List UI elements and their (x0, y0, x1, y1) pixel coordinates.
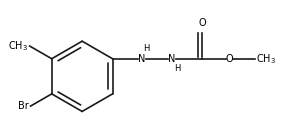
Text: N: N (138, 54, 146, 64)
Text: CH$_3$: CH$_3$ (256, 52, 276, 66)
Text: O: O (199, 18, 206, 27)
Text: CH$_3$: CH$_3$ (8, 39, 28, 53)
Text: H: H (174, 64, 180, 73)
Text: Br: Br (18, 101, 29, 111)
Text: O: O (225, 54, 233, 64)
Text: N: N (168, 54, 176, 64)
Text: H: H (144, 44, 150, 54)
